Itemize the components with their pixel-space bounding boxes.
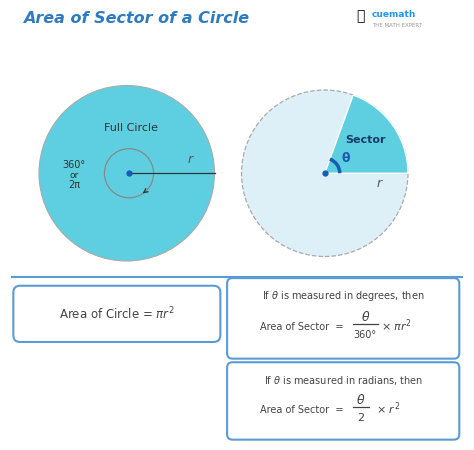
- Text: $\times\ \pi r^2$: $\times\ \pi r^2$: [381, 318, 412, 334]
- Text: $\theta$: $\theta$: [356, 393, 365, 407]
- Text: 2: 2: [357, 413, 365, 423]
- Text: If $\theta$ is measured in degrees, then: If $\theta$ is measured in degrees, then: [262, 289, 424, 303]
- Text: Sector: Sector: [346, 135, 386, 145]
- Circle shape: [39, 86, 215, 261]
- Text: r: r: [376, 177, 382, 189]
- Text: 2π: 2π: [68, 180, 80, 190]
- Text: or: or: [70, 171, 79, 180]
- FancyBboxPatch shape: [227, 362, 459, 440]
- Text: θ: θ: [341, 152, 350, 165]
- Circle shape: [241, 90, 408, 256]
- Text: Area of Sector of a Circle: Area of Sector of a Circle: [23, 11, 249, 26]
- Text: If $\theta$ is measured in radians, then: If $\theta$ is measured in radians, then: [264, 374, 423, 387]
- Text: Area of Circle = $\pi r^2$: Area of Circle = $\pi r^2$: [59, 306, 175, 322]
- Text: THE MATH EXPERT: THE MATH EXPERT: [372, 23, 422, 28]
- Text: 🚀: 🚀: [356, 9, 365, 23]
- Text: Area of Sector  =: Area of Sector =: [261, 405, 344, 414]
- Text: $\theta$: $\theta$: [361, 310, 370, 324]
- Text: cuemath: cuemath: [372, 10, 416, 19]
- FancyBboxPatch shape: [13, 286, 220, 342]
- Text: 360°: 360°: [354, 330, 377, 340]
- FancyBboxPatch shape: [227, 278, 459, 359]
- Text: $\times\ r^2$: $\times\ r^2$: [375, 400, 400, 417]
- Text: Full Circle: Full Circle: [104, 122, 158, 133]
- Wedge shape: [325, 95, 408, 173]
- Text: 360°: 360°: [63, 160, 86, 170]
- Text: Area of Sector  =: Area of Sector =: [261, 322, 344, 332]
- Text: r: r: [187, 153, 192, 166]
